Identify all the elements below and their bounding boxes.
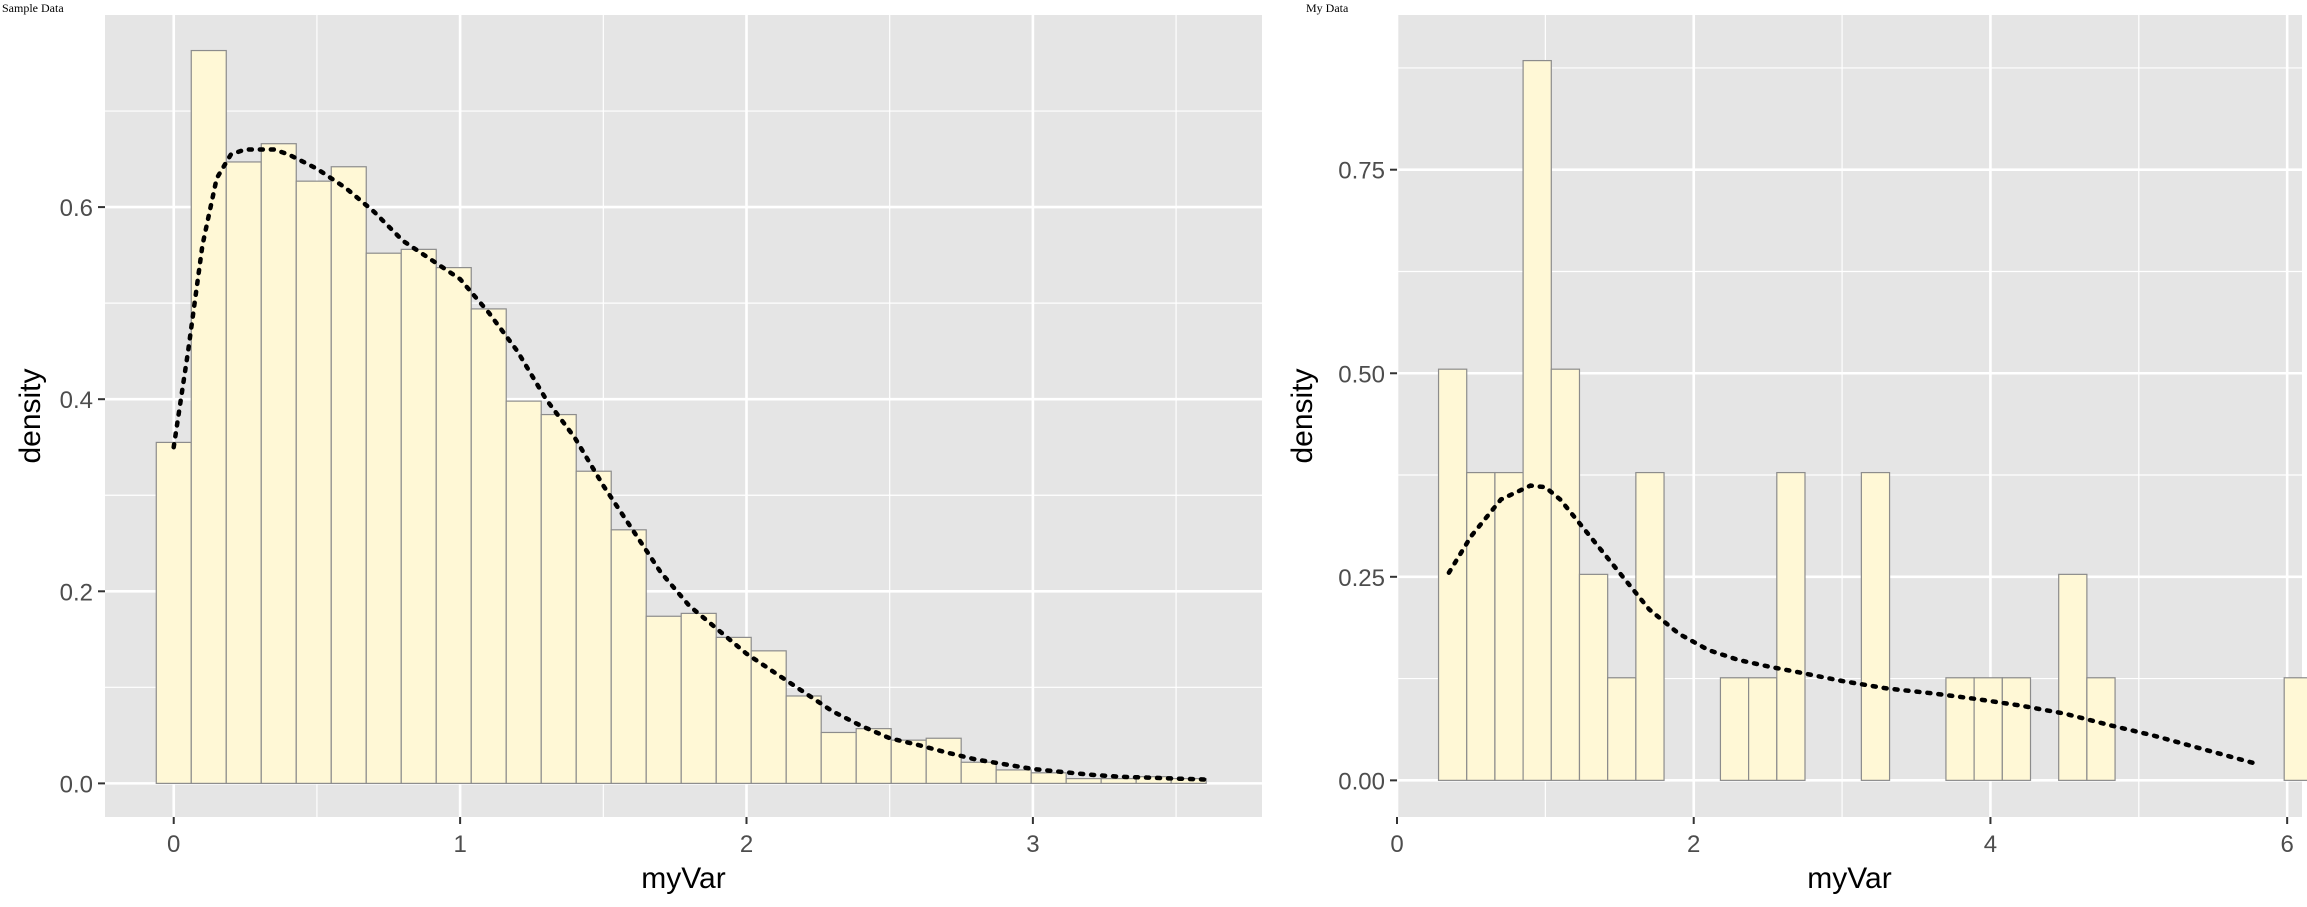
x-tick-label: 0 (1390, 831, 1403, 858)
histogram-bar (1776, 471, 1806, 781)
histogram-bar (1973, 677, 2003, 781)
density-curve (171, 147, 1207, 782)
y-tick-label: 0.50 (1338, 361, 1385, 388)
histogram-bar (505, 400, 542, 784)
histogram-bar (1466, 471, 1496, 781)
histogram-bar (645, 615, 682, 784)
y-tick-label: 0.00 (1338, 768, 1385, 795)
histogram-bar (1748, 677, 1778, 781)
histogram-bar (155, 441, 192, 784)
histogram-bar (2058, 573, 2088, 781)
chart-title: My Data (1306, 1, 1349, 15)
my-data-chart: My Data 0.00 0.25 0.50 0.75 0 2 4 6 myVar dens… (1286, 1, 2307, 895)
histogram-bar (1945, 677, 1975, 781)
histogram-bar (1607, 677, 1637, 781)
x-axis-title: myVar (641, 862, 725, 895)
y-tick-label: 0.6 (60, 195, 93, 222)
histogram-bar (2283, 677, 2307, 781)
y-tick-label: 0.25 (1338, 565, 1385, 592)
histogram-bar (365, 252, 402, 784)
histogram-bar (260, 143, 297, 784)
x-axis-ticks: 0 1 2 3 (167, 817, 1040, 858)
histogram-bar (435, 267, 472, 784)
histogram-bar (750, 650, 787, 784)
y-axis-ticks: 0.00 0.25 0.50 0.75 (1338, 158, 1397, 795)
density-curve (1446, 483, 2260, 767)
histogram-bar (2001, 677, 2032, 781)
histogram-bar (1860, 471, 1891, 781)
histogram-bar (295, 180, 332, 784)
histogram-bar (1100, 777, 1137, 784)
x-axis-ticks: 0 2 4 6 (1390, 817, 2294, 858)
histogram-bar (995, 769, 1032, 784)
x-tick-label: 2 (740, 831, 753, 858)
histogram-bar (575, 470, 612, 784)
histogram-bar (855, 728, 892, 784)
x-tick-label: 6 (2280, 831, 2293, 858)
y-axis-title: density (14, 368, 47, 463)
x-tick-label: 1 (453, 831, 466, 858)
x-tick-label: 3 (1026, 831, 1039, 858)
histogram-bar (225, 161, 262, 784)
histogram-bar (1522, 59, 1552, 781)
histogram-bar (470, 308, 507, 784)
histogram-bar (1578, 573, 1609, 781)
histogram-bar (1635, 471, 1665, 781)
histogram-bar (785, 695, 822, 784)
histogram-bar (330, 166, 367, 784)
histogram-bar (1065, 777, 1102, 784)
x-tick-label: 4 (1984, 831, 1997, 858)
y-axis-ticks: 0.0 0.2 0.4 0.6 (60, 195, 105, 798)
histogram-bar (1030, 772, 1067, 784)
histogram-bar (1719, 677, 1750, 781)
sample-data-chart: Sample Data 0.0 0.2 0.4 0.6 0 1 2 3 myVar dens… (2, 1, 1262, 895)
histogram-bar (2086, 677, 2116, 781)
x-tick-label: 2 (1687, 831, 1700, 858)
histogram-bar (680, 612, 717, 784)
histogram-bar (400, 248, 437, 784)
histogram-bar (1494, 471, 1524, 781)
histogram-bar (960, 761, 997, 784)
y-tick-label: 0.2 (60, 579, 93, 606)
histogram-bar (925, 737, 962, 784)
histogram-bars (1437, 59, 2307, 781)
histogram-bar (715, 636, 752, 784)
histogram-bar (190, 49, 227, 784)
chart-title: Sample Data (2, 1, 64, 15)
y-tick-label: 0.4 (60, 387, 93, 414)
y-tick-label: 0.75 (1338, 158, 1385, 185)
x-axis-title: myVar (1807, 862, 1891, 895)
y-tick-label: 0.0 (60, 771, 93, 798)
x-tick-label: 0 (167, 831, 180, 858)
histogram-bar (1437, 368, 1468, 781)
y-axis-title: density (1286, 368, 1319, 463)
histogram-bar (820, 731, 857, 784)
histogram-bar (610, 529, 647, 784)
histogram-bar (540, 413, 577, 784)
histogram-bar (1550, 368, 1581, 781)
